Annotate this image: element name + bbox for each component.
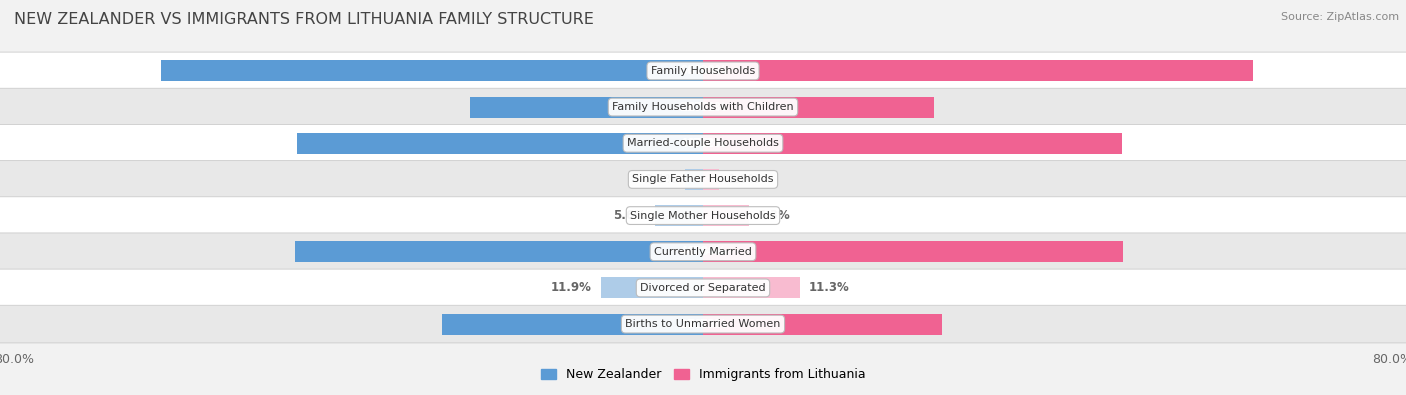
Text: 5.6%: 5.6% xyxy=(613,209,647,222)
FancyBboxPatch shape xyxy=(0,124,1406,162)
FancyBboxPatch shape xyxy=(0,305,1406,343)
Text: Source: ZipAtlas.com: Source: ZipAtlas.com xyxy=(1281,12,1399,22)
Text: 48.8%: 48.8% xyxy=(679,245,720,258)
Bar xyxy=(162,60,703,81)
Bar xyxy=(703,169,720,190)
Bar xyxy=(703,277,800,298)
Bar xyxy=(703,97,934,118)
Bar xyxy=(703,133,1122,154)
Bar xyxy=(297,133,703,154)
Text: 5.3%: 5.3% xyxy=(758,209,790,222)
Text: Family Households with Children: Family Households with Children xyxy=(612,102,794,112)
Text: Currently Married: Currently Married xyxy=(654,247,752,257)
Text: 47.2%: 47.2% xyxy=(686,137,727,150)
Text: 27.7%: 27.7% xyxy=(679,318,720,331)
Text: 63.9%: 63.9% xyxy=(679,64,720,77)
Bar xyxy=(655,205,703,226)
FancyBboxPatch shape xyxy=(0,233,1406,271)
Text: Births to Unmarried Women: Births to Unmarried Women xyxy=(626,319,780,329)
Bar xyxy=(703,205,748,226)
Text: 11.3%: 11.3% xyxy=(808,281,849,294)
Bar xyxy=(470,97,703,118)
Text: 27.1%: 27.1% xyxy=(686,101,727,114)
Text: Single Father Households: Single Father Households xyxy=(633,175,773,184)
Text: 1.9%: 1.9% xyxy=(728,173,761,186)
Bar xyxy=(703,314,942,335)
Bar xyxy=(685,169,703,190)
Text: 47.4%: 47.4% xyxy=(686,245,727,258)
FancyBboxPatch shape xyxy=(0,269,1406,307)
Text: 26.8%: 26.8% xyxy=(679,101,720,114)
Text: 2.1%: 2.1% xyxy=(644,173,676,186)
Text: Family Households: Family Households xyxy=(651,66,755,76)
Text: 62.9%: 62.9% xyxy=(686,64,727,77)
FancyBboxPatch shape xyxy=(0,88,1406,126)
FancyBboxPatch shape xyxy=(0,161,1406,198)
FancyBboxPatch shape xyxy=(0,197,1406,234)
FancyBboxPatch shape xyxy=(0,52,1406,90)
Bar xyxy=(295,241,703,262)
Text: Single Mother Households: Single Mother Households xyxy=(630,211,776,220)
Bar xyxy=(703,60,1253,81)
Text: NEW ZEALANDER VS IMMIGRANTS FROM LITHUANIA FAMILY STRUCTURE: NEW ZEALANDER VS IMMIGRANTS FROM LITHUAN… xyxy=(14,12,593,27)
Text: 48.6%: 48.6% xyxy=(679,137,720,150)
Bar xyxy=(703,241,1123,262)
Text: 11.9%: 11.9% xyxy=(551,281,592,294)
Legend: New Zealander, Immigrants from Lithuania: New Zealander, Immigrants from Lithuania xyxy=(536,363,870,386)
Text: Divorced or Separated: Divorced or Separated xyxy=(640,283,766,293)
Bar xyxy=(600,277,703,298)
Bar xyxy=(441,314,703,335)
Text: 30.3%: 30.3% xyxy=(686,318,727,331)
Text: Married-couple Households: Married-couple Households xyxy=(627,138,779,148)
